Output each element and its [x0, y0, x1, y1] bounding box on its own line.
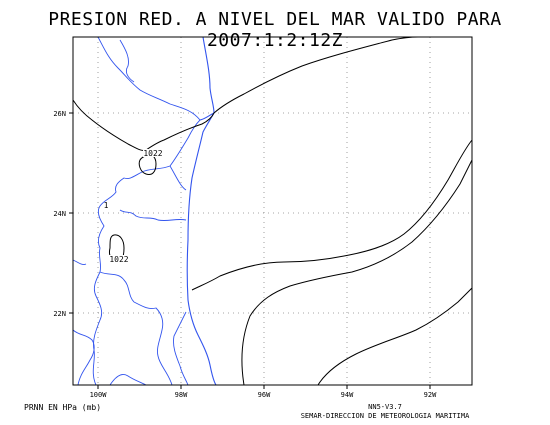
isobar-label: 1022 [109, 255, 128, 264]
coastline [186, 37, 217, 385]
state-borders [73, 37, 201, 385]
map-title: PRESION RED. A NIVEL DEL MAR VALIDO PARA… [48, 9, 502, 51]
model-version: NN5-V3.7 [368, 403, 402, 411]
axis-ticks [69, 112, 431, 389]
lat-label: 22N [53, 310, 66, 318]
agency-caption: SEMAR-DIRECCION DE METEOROLOGIA MARITIMA [300, 412, 470, 420]
lon-label: 92W [424, 391, 437, 399]
isobar-label: 1022 [143, 149, 162, 158]
lon-label: 94W [341, 391, 354, 399]
grid-lines [73, 37, 472, 385]
map-frame [72, 36, 473, 386]
units-caption: PRNN EN HPa (mb) [24, 403, 102, 412]
lon-label: 98W [175, 391, 188, 399]
lat-label: 26N [53, 110, 66, 118]
isobar-label: 1 [104, 201, 109, 210]
lon-label: 96W [258, 391, 271, 399]
isobars [73, 37, 472, 385]
lat-label: 24N [53, 210, 66, 218]
lon-label: 100W [90, 391, 108, 399]
